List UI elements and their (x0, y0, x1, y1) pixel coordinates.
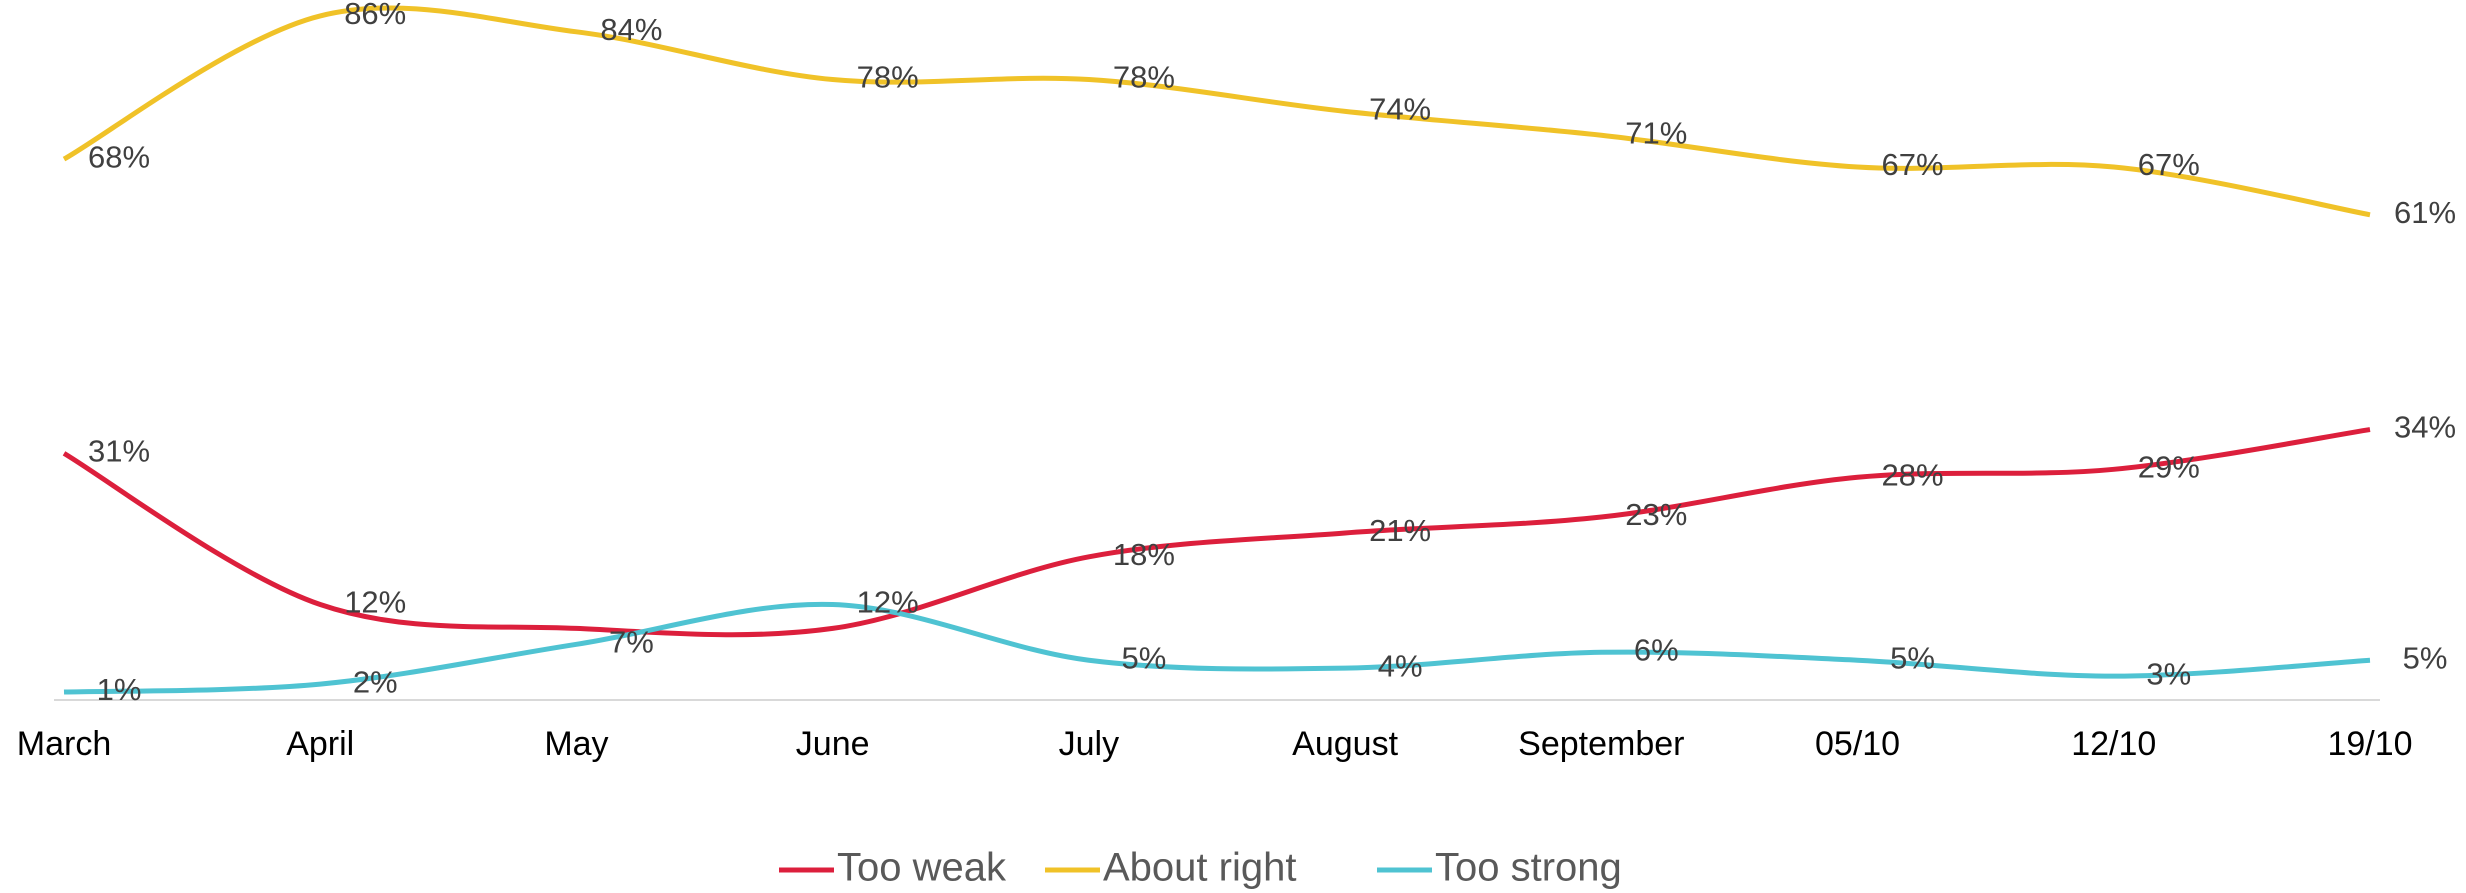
data-label: 84% (600, 12, 662, 47)
data-label: 2% (353, 664, 398, 699)
legend-label: About right (1103, 846, 1296, 890)
data-label: 3% (2146, 656, 2191, 691)
data-label: 5% (2403, 640, 2448, 675)
data-label: 29% (2138, 450, 2200, 485)
x-tick-label: June (796, 725, 870, 763)
data-label: 61% (2394, 195, 2456, 230)
x-tick-label: 05/10 (1815, 725, 1900, 763)
data-label: 68% (88, 139, 150, 174)
line (62, 427, 2371, 638)
data-label: 74% (1369, 92, 1431, 127)
data-label: 21% (1369, 513, 1431, 548)
data-label: 31% (88, 434, 150, 469)
data-label: 67% (1882, 147, 1944, 182)
data-label: 4% (1378, 648, 1423, 683)
x-tick-label: May (544, 725, 608, 763)
x-tick-label: July (1059, 725, 1119, 763)
data-label: 28% (1882, 457, 1944, 492)
data-label: 7% (609, 625, 654, 660)
legend-label: Too weak (837, 846, 1007, 890)
x-tick-label: 19/10 (2327, 725, 2412, 763)
data-label: 67% (2138, 147, 2200, 182)
x-tick-label: 12/10 (2071, 725, 2156, 763)
data-label: 78% (1113, 60, 1175, 95)
data-label: 5% (1890, 640, 1935, 675)
x-tick-label: March (17, 725, 111, 763)
line (62, 5, 2371, 218)
x-tick-label: August (1292, 725, 1398, 763)
legend-label: Too strong (1435, 846, 1622, 890)
data-label: 86% (344, 0, 406, 31)
x-tick-label: April (286, 725, 354, 763)
line (63, 601, 2371, 695)
data-label: 12% (344, 585, 406, 620)
data-label: 18% (1113, 537, 1175, 572)
data-label: 78% (857, 60, 919, 95)
data-label: 6% (1634, 632, 1679, 667)
x-tick-label: September (1518, 725, 1684, 763)
data-label: 23% (1625, 497, 1687, 532)
data-label: 34% (2394, 410, 2456, 445)
data-label: 12% (857, 585, 919, 620)
data-label: 5% (1121, 640, 1166, 675)
data-label: 71% (1625, 115, 1687, 150)
data-label: 1% (97, 672, 142, 707)
